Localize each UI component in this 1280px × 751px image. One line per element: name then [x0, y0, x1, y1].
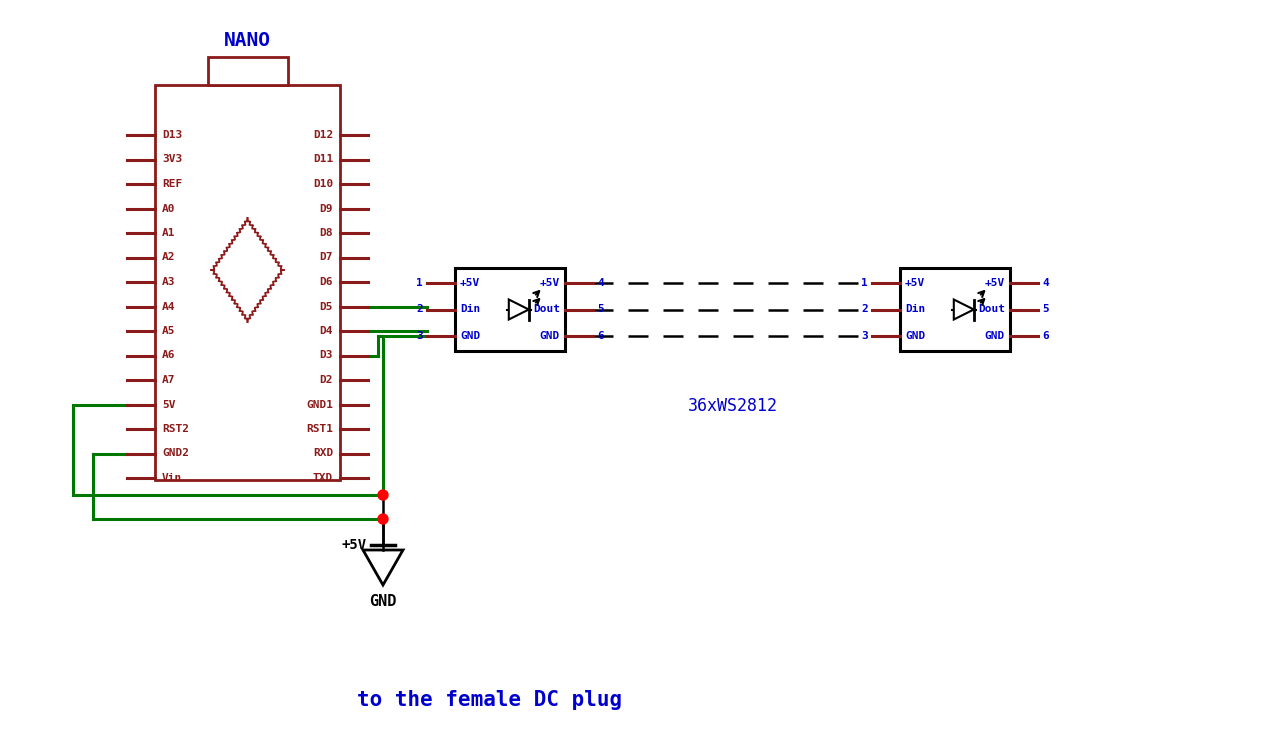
Text: +5V: +5V [905, 278, 925, 288]
Text: +5V: +5V [342, 538, 367, 552]
Text: A6: A6 [163, 351, 175, 360]
Text: GND1: GND1 [306, 400, 333, 409]
Text: 4: 4 [1042, 278, 1048, 288]
Text: Vin: Vin [163, 473, 182, 483]
Text: D12: D12 [312, 130, 333, 140]
Text: 5: 5 [1042, 304, 1048, 315]
Text: 5V: 5V [163, 400, 175, 409]
Text: to the female DC plug: to the female DC plug [357, 690, 622, 710]
Text: RST2: RST2 [163, 424, 189, 434]
Text: D9: D9 [320, 204, 333, 213]
Text: GND: GND [540, 331, 561, 341]
Text: Dout: Dout [978, 304, 1005, 315]
Text: 2: 2 [416, 304, 422, 315]
Text: A3: A3 [163, 277, 175, 287]
Text: 1: 1 [416, 278, 422, 288]
Text: +5V: +5V [540, 278, 561, 288]
Text: D11: D11 [312, 155, 333, 164]
Text: Din: Din [460, 304, 480, 315]
Text: GND: GND [370, 595, 397, 610]
Text: D8: D8 [320, 228, 333, 238]
Text: D5: D5 [320, 301, 333, 312]
Text: REF: REF [163, 179, 182, 189]
Text: GND: GND [984, 331, 1005, 341]
Text: RXD: RXD [312, 448, 333, 459]
Text: 4: 4 [596, 278, 604, 288]
Text: GND2: GND2 [163, 448, 189, 459]
Bar [900, 268, 1010, 351]
Bar [155, 85, 340, 480]
Text: +5V: +5V [460, 278, 480, 288]
Text: 2: 2 [861, 304, 868, 315]
Text: D10: D10 [312, 179, 333, 189]
Text: D6: D6 [320, 277, 333, 287]
Text: A5: A5 [163, 326, 175, 336]
Text: A2: A2 [163, 252, 175, 263]
Text: A0: A0 [163, 204, 175, 213]
Text: NANO: NANO [224, 32, 271, 50]
Text: D3: D3 [320, 351, 333, 360]
Text: 6: 6 [596, 331, 604, 341]
Text: +5V: +5V [984, 278, 1005, 288]
Text: A7: A7 [163, 375, 175, 385]
Text: GND: GND [905, 331, 925, 341]
Text: 1: 1 [861, 278, 868, 288]
Polygon shape [211, 218, 284, 322]
Text: D7: D7 [320, 252, 333, 263]
Text: GND: GND [460, 331, 480, 341]
Bar [454, 268, 564, 351]
Text: D4: D4 [320, 326, 333, 336]
Text: Dout: Dout [532, 304, 561, 315]
Polygon shape [954, 300, 974, 319]
Text: 3V3: 3V3 [163, 155, 182, 164]
Text: 36xWS2812: 36xWS2812 [687, 397, 777, 415]
Text: 3: 3 [861, 331, 868, 341]
Text: 6: 6 [1042, 331, 1048, 341]
Text: D13: D13 [163, 130, 182, 140]
Text: TXD: TXD [312, 473, 333, 483]
Text: D2: D2 [320, 375, 333, 385]
Bar [207, 57, 288, 85]
Text: 5: 5 [596, 304, 604, 315]
Circle shape [378, 514, 388, 524]
Polygon shape [364, 550, 403, 585]
Text: A4: A4 [163, 301, 175, 312]
Text: RST1: RST1 [306, 424, 333, 434]
Text: A1: A1 [163, 228, 175, 238]
Polygon shape [508, 300, 529, 319]
Circle shape [378, 490, 388, 500]
Text: 3: 3 [416, 331, 422, 341]
Text: Din: Din [905, 304, 925, 315]
